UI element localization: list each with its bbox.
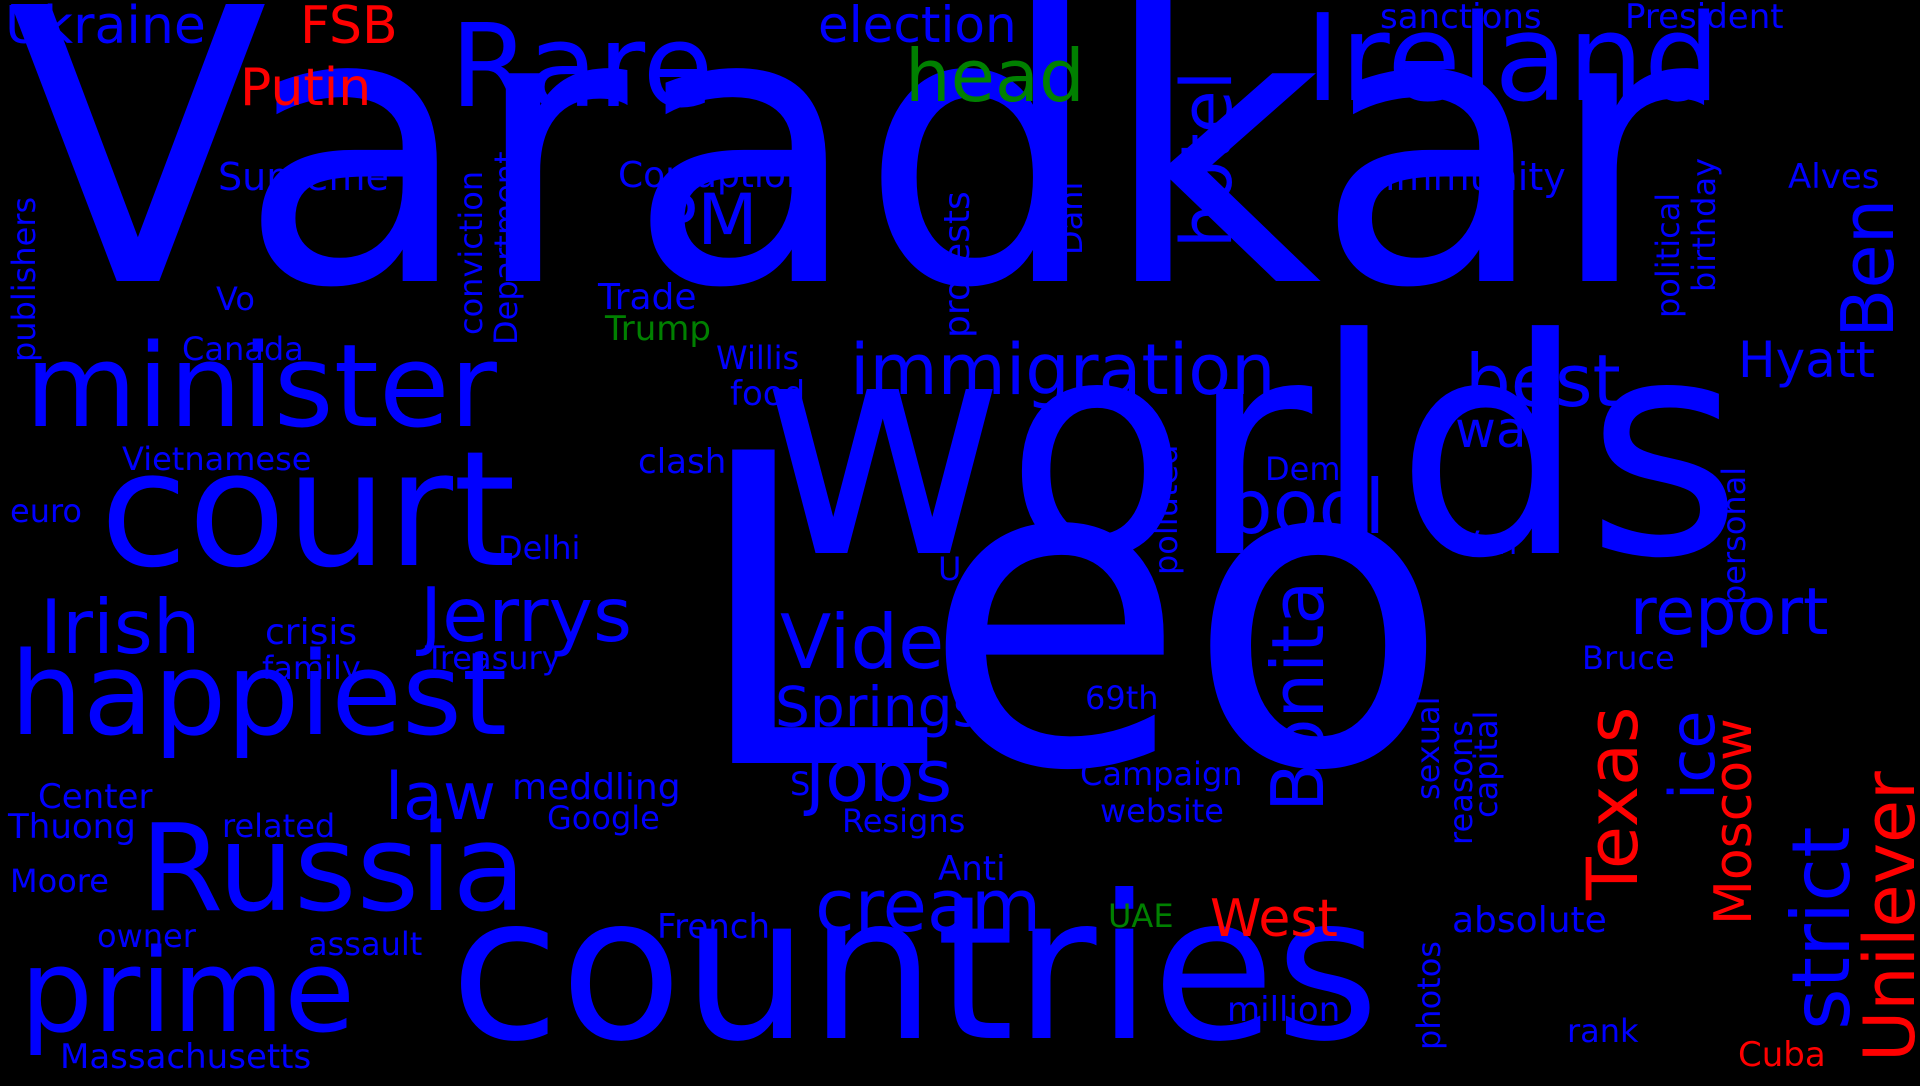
word-varadkar: Varadkar	[8, 0, 1705, 371]
word-birthday: birthday	[1685, 157, 1723, 292]
word-court: court	[100, 416, 516, 603]
word-meddling: meddling	[512, 767, 681, 808]
word-center: Center	[38, 777, 153, 817]
word-capital: capital	[1467, 710, 1505, 818]
word-assault: assault	[308, 925, 423, 963]
word-election: election	[818, 0, 1017, 54]
word-hotel: hotel	[1166, 70, 1248, 248]
word-minister: minister	[25, 320, 497, 454]
word-pm: PM	[655, 179, 758, 261]
word-fsb: FSB	[300, 0, 398, 56]
word-rank: rank	[1567, 1012, 1639, 1050]
word-rare: Rare	[450, 0, 714, 134]
word-worlds: worlds	[760, 275, 1743, 624]
word-cream: cream	[815, 864, 1042, 948]
word-best: best	[1465, 339, 1621, 423]
word-west: West	[1210, 889, 1338, 949]
word-law: law	[385, 760, 497, 835]
word-sanctions: sanctions	[1380, 0, 1542, 37]
word-war: war	[1455, 401, 1548, 459]
word-head: head	[905, 34, 1085, 118]
word-vo: Vo	[216, 280, 255, 318]
word-president: President	[1625, 0, 1784, 37]
word-immigration: immigration	[850, 329, 1276, 411]
word-thuong: Thuong	[8, 807, 136, 847]
word-irish: Irish	[40, 583, 201, 671]
word-related: related	[222, 807, 336, 845]
word-bonita: Bonita	[1256, 580, 1340, 812]
word-treasury: Treasury	[425, 639, 561, 677]
word-food: food	[730, 374, 806, 414]
word-ukraine: Ukraine	[5, 0, 206, 56]
word-happiest: happiest	[10, 628, 508, 762]
word-leo: Leo	[690, 365, 1450, 865]
word-google: Google	[547, 799, 660, 837]
word-report: report	[1630, 575, 1829, 650]
word-alves: Alves	[1788, 157, 1880, 197]
word-jerrys: Jerrys	[420, 571, 633, 659]
word-anti: Anti	[938, 849, 1006, 889]
word-polluted: polluted	[1147, 444, 1185, 576]
word-bruce: Bruce	[1582, 639, 1675, 677]
word-publishers: publishers	[5, 196, 43, 362]
word-photos: photos	[1410, 941, 1448, 1050]
word-hyatt: Hyatt	[1738, 331, 1876, 389]
word-french: French	[657, 907, 771, 947]
word-van: Van	[1458, 524, 1518, 562]
word-conviction: conviction	[452, 170, 490, 335]
word-vietnamese: Vietnamese	[122, 440, 312, 478]
word-protests: protests	[937, 191, 978, 338]
word-unilever: Unilever	[1849, 771, 1920, 1062]
word-s: S	[790, 765, 811, 803]
word-countries: countries	[450, 853, 1380, 1086]
word-pool: pool	[1225, 463, 1386, 551]
word-absolute: absolute	[1452, 900, 1607, 941]
word-ben: Ben	[1826, 198, 1910, 338]
word-russia: Russia	[140, 800, 526, 939]
word-demi: Demi	[1265, 450, 1350, 488]
word-willis: Willis	[716, 339, 800, 377]
word-texas: Texas	[1572, 706, 1654, 901]
word-million: million	[1227, 990, 1341, 1030]
word-sexual: sexual	[1409, 696, 1447, 800]
word-69th: 69th	[1085, 679, 1159, 717]
word-video: Video	[780, 598, 991, 686]
word-owner: owner	[97, 917, 196, 955]
word-canada: Canada	[182, 330, 304, 368]
word-department: Department	[487, 151, 525, 345]
word-trade: Trade	[598, 277, 697, 318]
word-political: political	[1649, 192, 1687, 318]
word-clash: clash	[638, 442, 727, 482]
word-moore: Moore	[10, 862, 109, 900]
word-family: family	[262, 649, 361, 687]
word-personal: personal	[1715, 466, 1753, 605]
word-prime: prime	[20, 925, 356, 1059]
word-website: website	[1100, 792, 1224, 830]
word-dani: Dani	[1052, 181, 1090, 255]
word-campaign: Campaign	[1080, 755, 1243, 793]
word-jobs: jobs	[805, 734, 953, 818]
word-massachusetts: Massachusetts	[60, 1037, 312, 1077]
word-u: U	[938, 550, 962, 588]
word-supreme: Supreme	[218, 155, 389, 199]
word-putin: Putin	[240, 58, 372, 118]
word-resigns: Resigns	[842, 802, 966, 840]
word-crisis: crisis	[265, 612, 358, 653]
word-delhi: Delhi	[498, 529, 581, 567]
word-immunity: immunity	[1385, 155, 1566, 199]
word-moscow: Moscow	[1704, 718, 1764, 925]
word-trump: Trump	[605, 309, 712, 349]
word-ireland: Ireland	[1305, 0, 1721, 129]
word-uae: UAE	[1108, 897, 1174, 935]
word-cuba: Cuba	[1738, 1035, 1826, 1075]
word-corruption: Corruption	[618, 155, 809, 196]
word-euro: euro	[10, 492, 82, 530]
word-springs: Springs	[775, 675, 982, 739]
